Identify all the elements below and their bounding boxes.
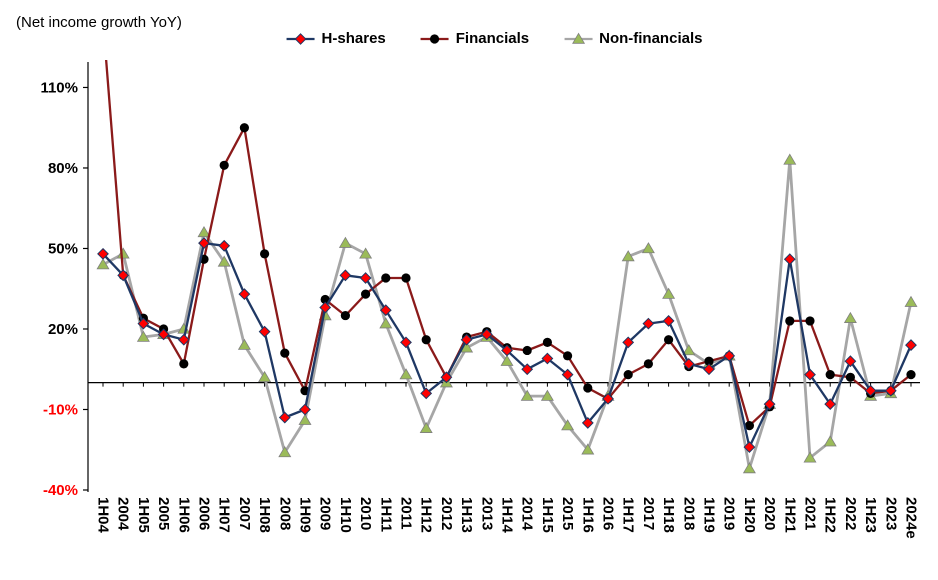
svg-text:2007: 2007 — [236, 497, 253, 530]
svg-text:2015: 2015 — [559, 497, 576, 530]
svg-text:1H23: 1H23 — [862, 497, 879, 533]
svg-text:2005: 2005 — [155, 497, 172, 530]
legend-item-non-financials: Non-financials — [563, 30, 702, 47]
axes — [87, 62, 920, 492]
svg-text:1H09: 1H09 — [297, 497, 314, 533]
svg-text:2019: 2019 — [721, 497, 738, 530]
svg-text:1H11: 1H11 — [377, 497, 394, 532]
svg-text:1H16: 1H16 — [579, 497, 596, 533]
svg-text:2022: 2022 — [842, 497, 859, 530]
svg-text:2017: 2017 — [640, 497, 657, 530]
svg-text:2013: 2013 — [478, 497, 495, 530]
legend-item-financials: Financials — [420, 30, 529, 47]
y-axis: 110% 80% 50% 20% -10% -40% — [40, 79, 88, 499]
x-axis: 1H04 2004 1H05 2005 1H06 2006 1H07 2007 1H08 2008… — [95, 382, 920, 539]
svg-text:110%: 110% — [40, 79, 78, 96]
diamond-marker-icon — [286, 32, 315, 45]
svg-text:1H21: 1H21 — [781, 497, 798, 533]
svg-text:2018: 2018 — [680, 497, 697, 530]
svg-text:20%: 20% — [48, 321, 78, 338]
svg-text:2021: 2021 — [802, 497, 819, 530]
svg-text:1H20: 1H20 — [741, 497, 758, 533]
legend-label-financials: Financials — [455, 30, 530, 47]
legend-label-non-financials: Non-financials — [599, 30, 703, 47]
series-H-shares — [97, 237, 917, 453]
svg-text:1H10: 1H10 — [337, 497, 354, 533]
circle-marker-icon — [420, 33, 449, 44]
svg-text:1H08: 1H08 — [256, 497, 273, 533]
svg-text:80%: 80% — [48, 160, 78, 177]
svg-text:1H05: 1H05 — [135, 497, 152, 533]
legend-label-h-shares: H-shares — [321, 30, 386, 47]
svg-text:2023: 2023 — [882, 497, 899, 530]
svg-text:2012: 2012 — [438, 497, 455, 530]
svg-text:2006: 2006 — [196, 497, 213, 530]
svg-text:1H12: 1H12 — [418, 497, 435, 533]
svg-text:2016: 2016 — [600, 497, 617, 530]
chart-title: (Net income growth YoY) — [16, 14, 182, 31]
svg-text:1H15: 1H15 — [539, 497, 556, 533]
svg-text:2024e: 2024e — [903, 497, 920, 539]
svg-text:1H22: 1H22 — [822, 497, 839, 533]
svg-text:50%: 50% — [48, 240, 78, 257]
svg-text:1H06: 1H06 — [175, 497, 192, 533]
svg-text:1H07: 1H07 — [216, 497, 233, 533]
svg-text:-40%: -40% — [43, 482, 78, 499]
chart-legend: H-shares Financials Non-financials — [286, 30, 702, 47]
svg-text:2010: 2010 — [357, 497, 374, 530]
svg-text:1H18: 1H18 — [660, 497, 677, 533]
svg-text:1H14: 1H14 — [499, 497, 516, 534]
svg-text:2011: 2011 — [398, 497, 415, 530]
svg-text:-10%: -10% — [43, 401, 78, 418]
svg-text:1H19: 1H19 — [701, 497, 718, 533]
legend-item-h-shares: H-shares — [286, 30, 386, 47]
series-Non-financials — [96, 153, 918, 474]
svg-text:2004: 2004 — [115, 497, 132, 531]
svg-text:2009: 2009 — [317, 497, 334, 530]
svg-text:2020: 2020 — [761, 497, 778, 530]
svg-text:2008: 2008 — [276, 497, 293, 530]
svg-text:1H04: 1H04 — [95, 497, 112, 534]
triangle-marker-icon — [564, 32, 593, 44]
svg-text:1H13: 1H13 — [458, 497, 475, 533]
svg-text:1H17: 1H17 — [620, 497, 637, 533]
svg-text:2014: 2014 — [519, 497, 536, 531]
